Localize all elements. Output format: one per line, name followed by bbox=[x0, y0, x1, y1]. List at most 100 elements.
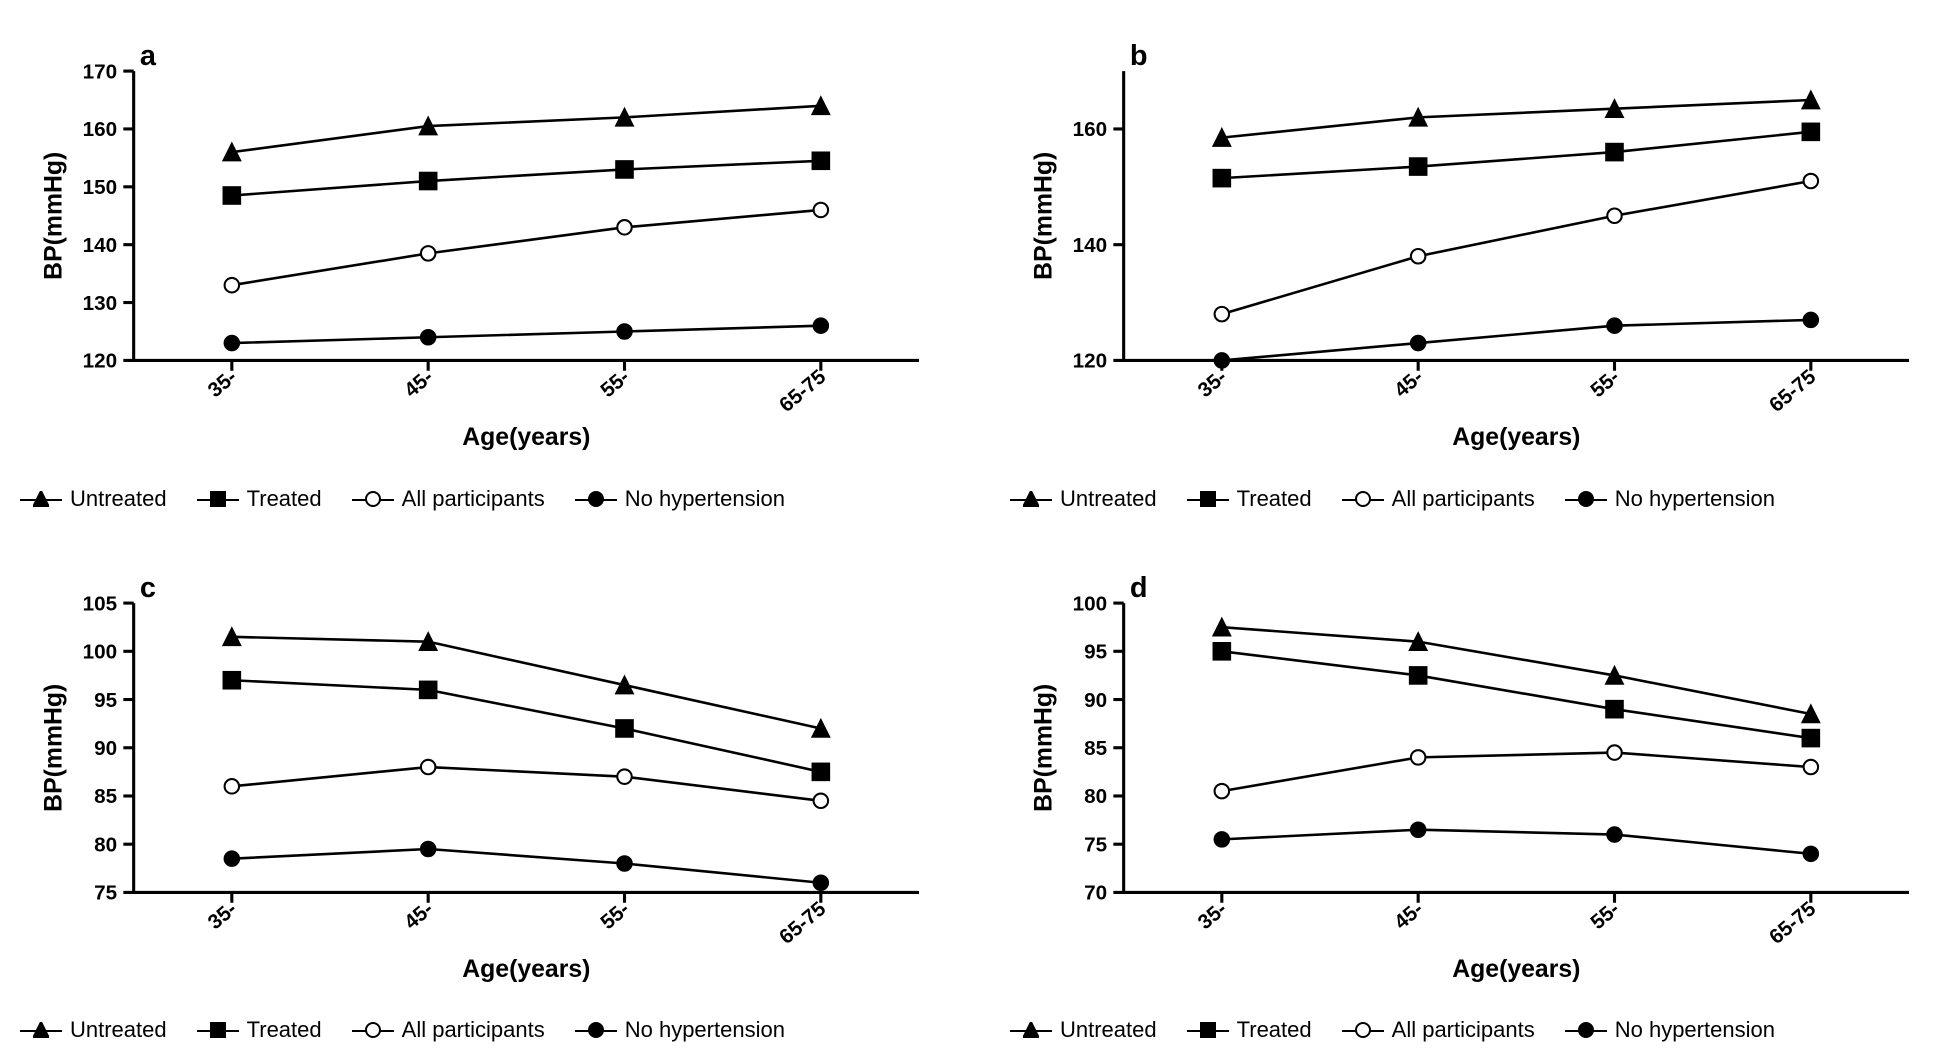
y-tick-label: 160 bbox=[83, 118, 117, 141]
legend-item-untreated: Untreated bbox=[1010, 1017, 1157, 1043]
legend-label: Untreated bbox=[1060, 1017, 1157, 1043]
circle-icon bbox=[575, 1020, 617, 1040]
y-tick-label: 150 bbox=[83, 176, 117, 199]
panel-letter: a bbox=[140, 40, 157, 72]
square-icon bbox=[197, 1020, 239, 1040]
y-tick-label: 100 bbox=[83, 640, 117, 663]
chart-svg: 12014016035-45-55-65-75BP(mmHg)Age(years… bbox=[1010, 20, 1940, 474]
square-icon bbox=[1187, 1020, 1229, 1040]
y-tick-label: 140 bbox=[83, 234, 117, 257]
legend-item-treated: Treated bbox=[197, 1017, 322, 1043]
legend-label: All participants bbox=[402, 486, 545, 512]
legend: UntreatedTreatedAll participantsNo hyper… bbox=[20, 474, 950, 512]
legend-item-all: All participants bbox=[1342, 1017, 1535, 1043]
square-icon bbox=[197, 489, 239, 509]
legend-item-all: All participants bbox=[352, 1017, 545, 1043]
series-line-untreated bbox=[1222, 100, 1811, 138]
x-tick-label: 65-75 bbox=[1765, 897, 1820, 949]
legend: Untreated Treated All participants No hyper… bbox=[1010, 1005, 1940, 1043]
circle-icon bbox=[1565, 489, 1607, 509]
y-tick-label: 140 bbox=[1073, 234, 1107, 257]
series-line-treated bbox=[1222, 651, 1811, 738]
y-tick-label: 75 bbox=[1084, 833, 1107, 856]
panel-letter: c bbox=[140, 571, 156, 603]
legend-item-untreated: Untreated bbox=[1010, 486, 1157, 512]
series-line-nohtn bbox=[1222, 320, 1811, 361]
series-line-treated bbox=[232, 680, 821, 772]
x-tick-label: 55- bbox=[596, 365, 634, 402]
x-tick-label: 65-75 bbox=[775, 897, 830, 949]
chart-area: 758085909510010535-45-55-65-75BP(mmHg)Ag… bbox=[20, 552, 950, 1006]
y-axis-label: BP(mmHg) bbox=[40, 152, 67, 280]
series-line-untreated bbox=[232, 636, 821, 728]
chart-svg: 70758085909510035-45-55-65-75BP(mmHg)Age… bbox=[1010, 552, 1940, 1006]
x-tick-label: 45- bbox=[1390, 365, 1428, 402]
y-tick-label: 75 bbox=[94, 881, 117, 904]
series-line-nohtn bbox=[1222, 829, 1811, 853]
y-axis-label: BP(mmHg) bbox=[40, 683, 67, 811]
panel-a: 12013014015016017035-45-55-65-75BP(mmHg)… bbox=[20, 20, 950, 512]
x-tick-label: 65-75 bbox=[1765, 365, 1820, 417]
legend-label: Treated bbox=[247, 486, 322, 512]
circle-icon bbox=[1342, 1020, 1384, 1040]
legend-item-treated: Treated bbox=[197, 486, 322, 512]
series-line-all bbox=[232, 767, 821, 801]
y-tick-label: 160 bbox=[1073, 118, 1107, 141]
square-icon bbox=[1187, 489, 1229, 509]
legend-item-treated: Treated bbox=[1187, 1017, 1312, 1043]
series-line-all bbox=[1222, 181, 1811, 314]
x-axis-label: Age(years) bbox=[462, 956, 590, 983]
legend-label: Treated bbox=[1237, 1017, 1312, 1043]
circle-icon bbox=[575, 489, 617, 509]
legend-label: No hypertension bbox=[1615, 1017, 1775, 1043]
panel-c: 758085909510010535-45-55-65-75BP(mmHg)Ag… bbox=[20, 552, 950, 1044]
x-tick-label: 35- bbox=[1194, 365, 1232, 402]
x-tick-label: 45- bbox=[1390, 897, 1428, 934]
y-tick-label: 95 bbox=[94, 688, 117, 711]
legend: Untreated Treated All participants No hyper… bbox=[20, 1005, 950, 1043]
x-tick-label: 55- bbox=[1586, 365, 1624, 402]
x-tick-label: 65-75 bbox=[775, 365, 830, 417]
series-line-untreated bbox=[232, 106, 821, 152]
y-tick-label: 95 bbox=[1084, 640, 1107, 663]
y-tick-label: 120 bbox=[83, 350, 117, 373]
series-line-all bbox=[1222, 752, 1811, 791]
x-axis-label: Age(years) bbox=[462, 424, 590, 451]
panel-b: 12014016035-45-55-65-75BP(mmHg)Age(years… bbox=[1010, 20, 1940, 512]
panel-letter: b bbox=[1130, 40, 1148, 72]
y-tick-label: 85 bbox=[94, 785, 117, 808]
series-line-treated bbox=[232, 161, 821, 196]
legend-item-nohtn: No hypertension bbox=[1565, 1017, 1775, 1043]
y-tick-label: 170 bbox=[83, 60, 117, 83]
legend-label: No hypertension bbox=[1615, 486, 1775, 512]
y-tick-label: 70 bbox=[1084, 881, 1107, 904]
y-tick-label: 80 bbox=[94, 833, 117, 856]
chart-area: 12013014015016017035-45-55-65-75BP(mmHg)… bbox=[20, 20, 950, 474]
series-line-nohtn bbox=[232, 849, 821, 883]
circle-icon bbox=[1342, 489, 1384, 509]
x-tick-label: 55- bbox=[1586, 897, 1624, 934]
y-tick-label: 85 bbox=[1084, 736, 1107, 759]
x-tick-label: 45- bbox=[400, 365, 438, 402]
legend-item-nohtn: No hypertension bbox=[575, 486, 785, 512]
y-tick-label: 90 bbox=[1084, 688, 1107, 711]
legend-label: No hypertension bbox=[625, 1017, 785, 1043]
legend-item-untreated: Untreated bbox=[20, 1017, 167, 1043]
y-tick-label: 80 bbox=[1084, 785, 1107, 808]
series-line-nohtn bbox=[232, 326, 821, 343]
legend: Untreated Treated All participants No hyper… bbox=[1010, 474, 1940, 512]
legend-label: Treated bbox=[247, 1017, 322, 1043]
y-axis-label: BP(mmHg) bbox=[1030, 683, 1057, 811]
triangle-icon bbox=[1010, 489, 1052, 509]
chart-svg: 12013014015016017035-45-55-65-75BP(mmHg)… bbox=[20, 20, 950, 474]
triangle-icon bbox=[20, 489, 62, 509]
series-line-treated bbox=[1222, 132, 1811, 178]
triangle-icon bbox=[20, 1020, 62, 1040]
x-tick-label: 45- bbox=[400, 897, 438, 934]
legend-label: All participants bbox=[1392, 1017, 1535, 1043]
legend-item-all: All participants bbox=[1342, 486, 1535, 512]
legend-label: Treated bbox=[1237, 486, 1312, 512]
y-tick-label: 130 bbox=[83, 292, 117, 315]
series-line-untreated bbox=[1222, 627, 1811, 714]
x-axis-label: Age(years) bbox=[1452, 956, 1580, 983]
